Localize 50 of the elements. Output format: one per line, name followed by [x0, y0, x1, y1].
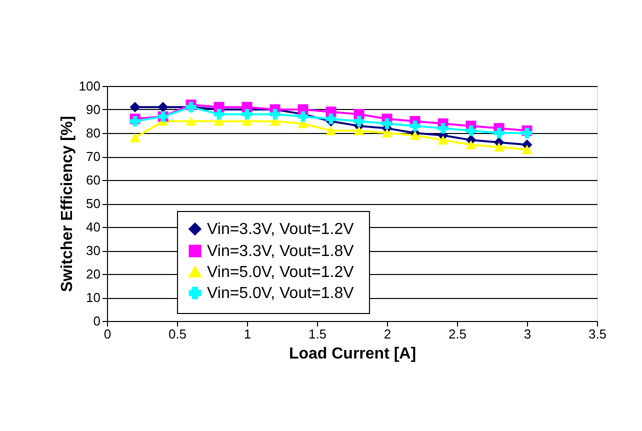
point — [438, 123, 448, 134]
point — [130, 102, 140, 112]
point — [494, 128, 504, 138]
legend-label: Vin=5.0V, Vout=1.8V — [207, 285, 354, 302]
point — [466, 125, 476, 136]
x-axis-title: Load Current [A] — [288, 346, 416, 362]
point — [522, 144, 532, 154]
point — [354, 126, 364, 136]
point — [326, 126, 336, 136]
point — [382, 128, 392, 138]
point — [522, 128, 532, 138]
point — [130, 116, 140, 126]
point — [214, 108, 224, 120]
point — [494, 142, 504, 152]
x-tick-label: 0.5 — [168, 326, 187, 342]
x-tick-label: 2 — [384, 326, 392, 342]
x-tick-label: 0 — [104, 326, 112, 342]
legend-label: Vin=3.3V, Vout=1.8V — [207, 243, 354, 260]
y-tick-label: 50 — [86, 196, 100, 211]
y-tick-label: 90 — [86, 102, 100, 117]
point — [186, 116, 196, 126]
point — [410, 130, 420, 140]
point — [326, 114, 336, 124]
point — [242, 108, 252, 120]
y-tick-label: 30 — [86, 243, 100, 258]
point — [466, 140, 476, 150]
x-tick-label: 3 — [524, 326, 532, 342]
legend-label: Vin=5.0V, Vout=1.2V — [207, 264, 354, 281]
point — [354, 116, 364, 126]
x-tick-label: 3.5 — [588, 326, 607, 342]
x-tick-label: 2.5 — [448, 326, 467, 342]
point — [270, 108, 280, 120]
point — [382, 118, 392, 129]
point — [158, 102, 168, 112]
y-tick-label: 20 — [86, 266, 100, 282]
x-tick-label: 1.5 — [308, 326, 327, 342]
y-tick-label: 80 — [86, 126, 100, 140]
x-tick-label: 1 — [244, 326, 252, 342]
y-tick-label: 10 — [86, 290, 100, 305]
y-tick-label: 40 — [86, 220, 100, 234]
y-tick-label: 0 — [93, 314, 100, 328]
point — [298, 111, 308, 122]
y-tick-label: 70 — [86, 149, 100, 164]
legend-label: Vin=3.3V, Vout=1.2V — [207, 221, 354, 238]
point — [438, 136, 448, 145]
y-tick-label: 60 — [86, 172, 100, 188]
y-axis-title: Switcher Efficiency [%] — [58, 116, 76, 292]
point — [130, 133, 140, 142]
point — [410, 120, 420, 132]
y-tick-label: 100 — [78, 78, 100, 94]
